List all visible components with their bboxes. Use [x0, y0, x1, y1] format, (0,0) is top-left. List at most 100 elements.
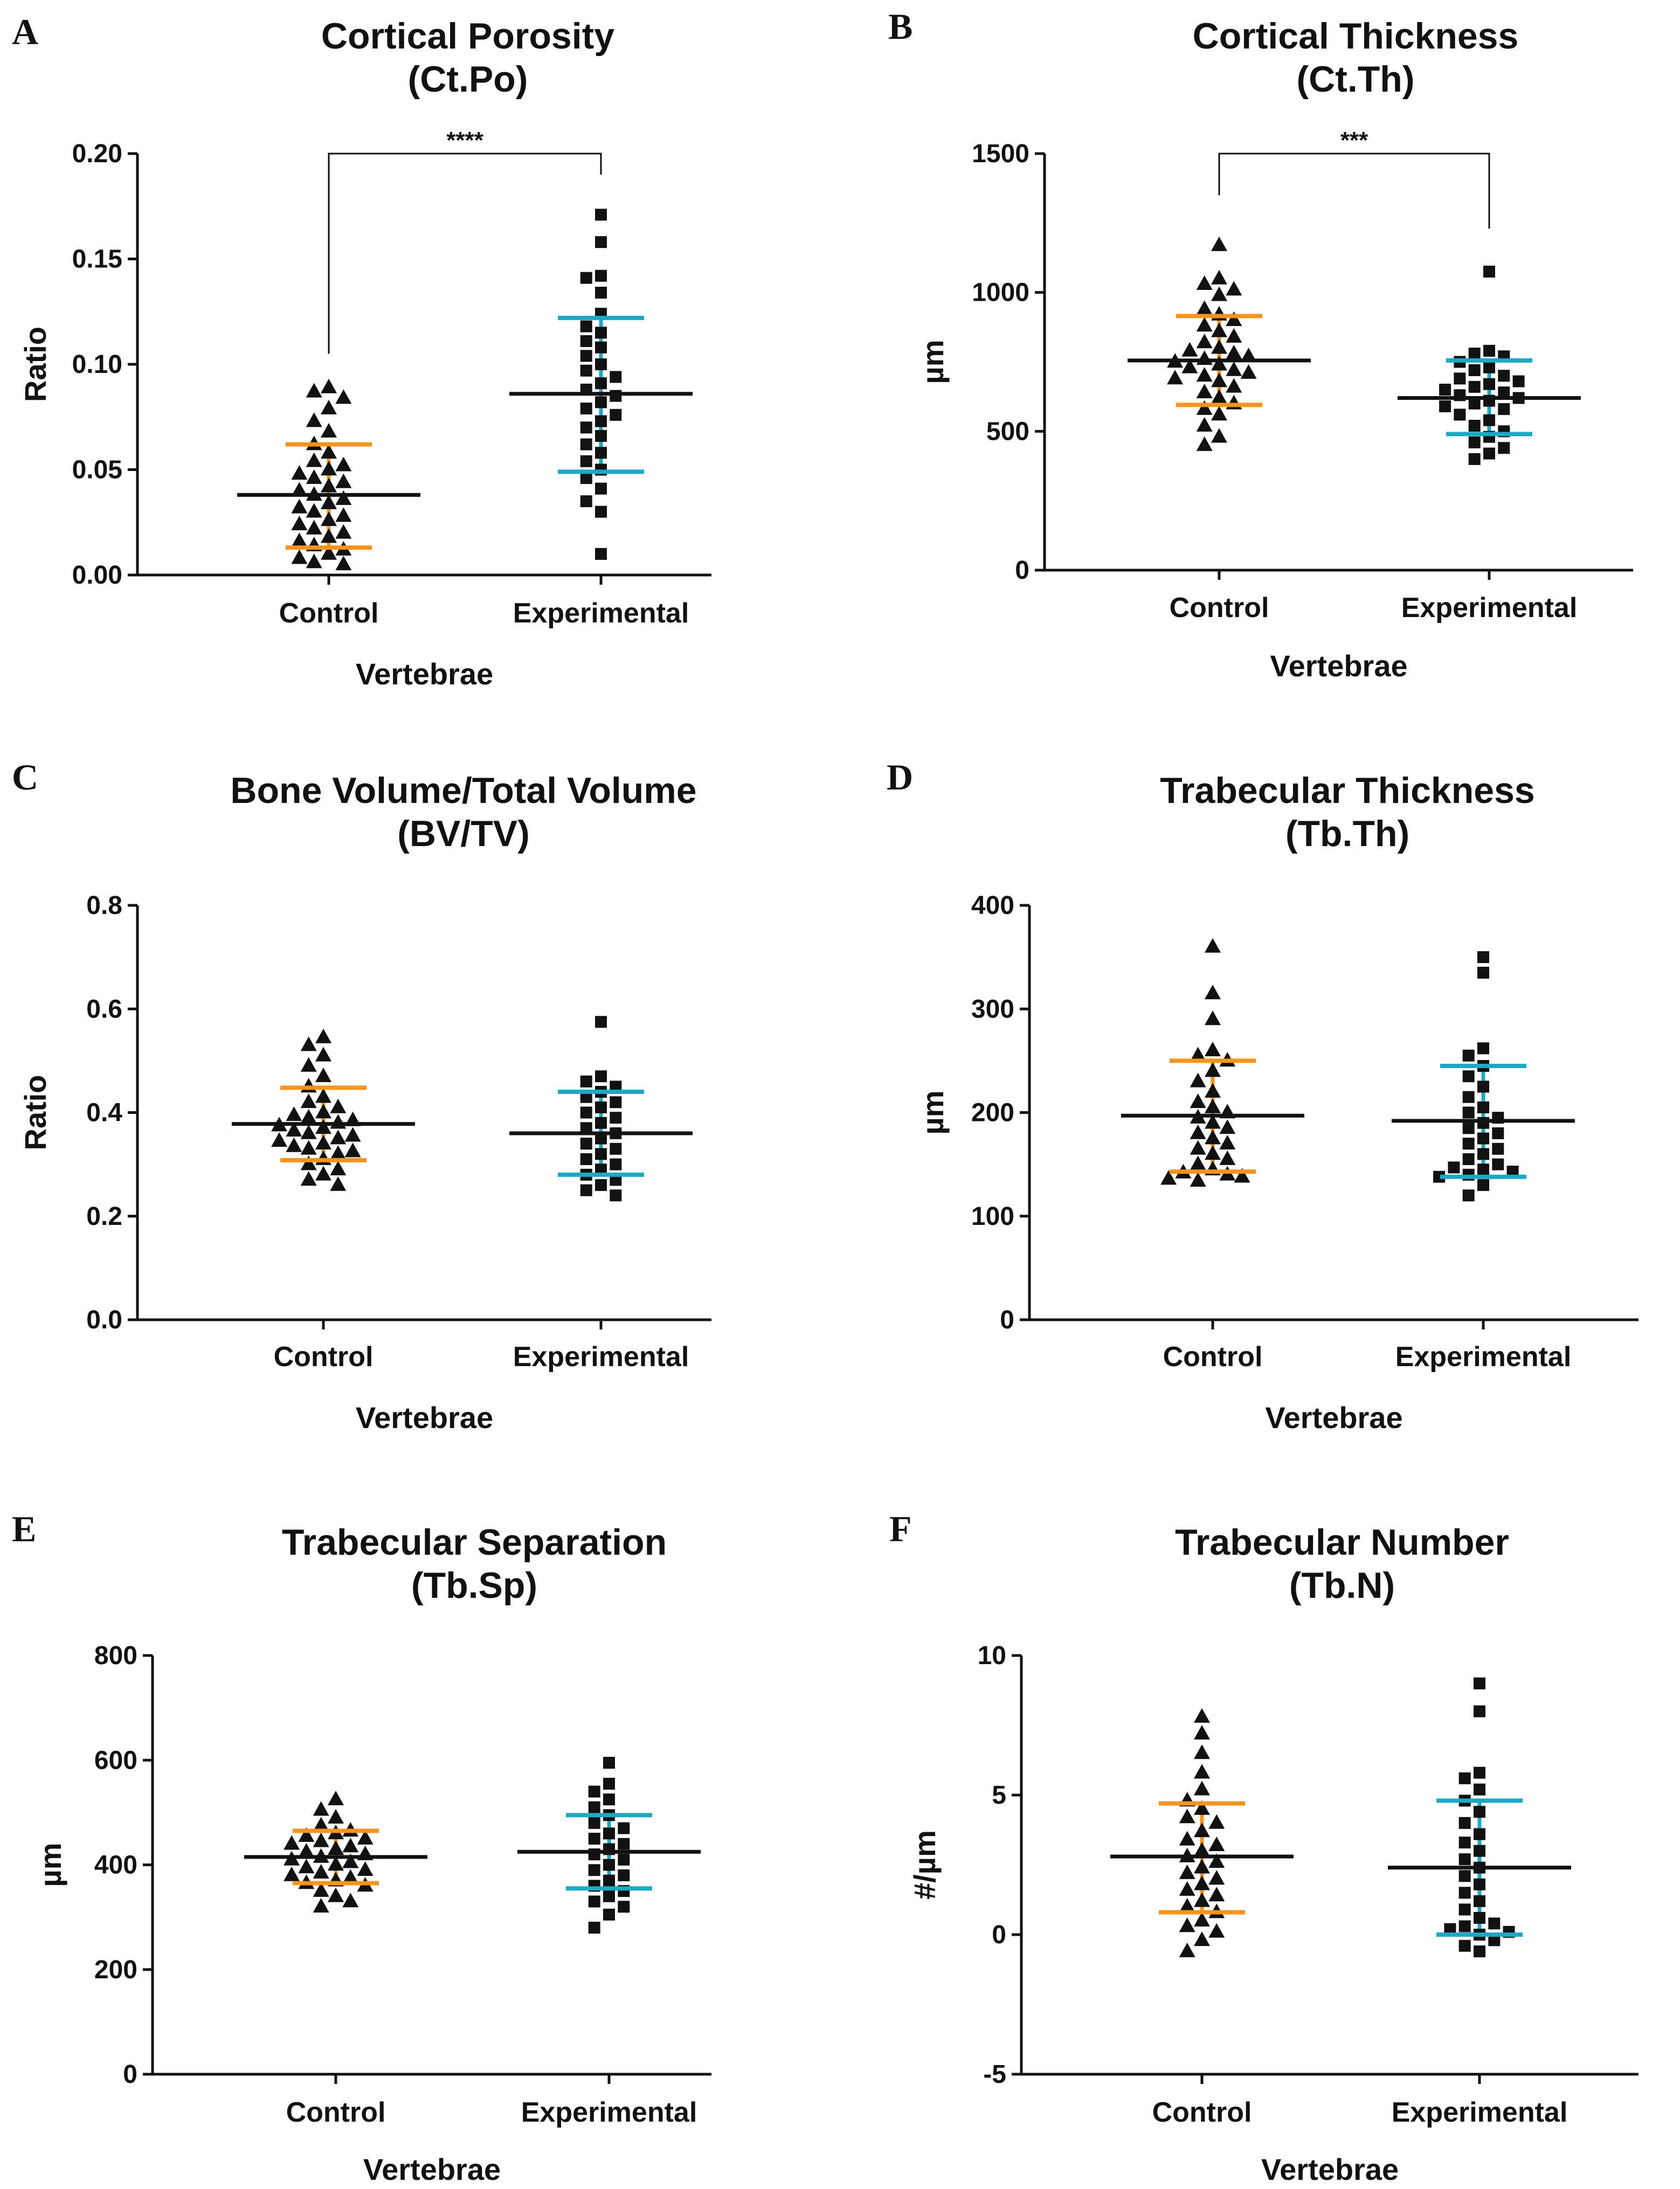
- data-point: [603, 1908, 615, 1921]
- x-tick-label: Control: [274, 1341, 374, 1373]
- data-point: [300, 1171, 317, 1186]
- data-point: [595, 505, 607, 518]
- x-tick-label: Control: [286, 2097, 386, 2128]
- data-point: [315, 1068, 331, 1083]
- data-point: [315, 1047, 331, 1062]
- data-point: [1194, 1892, 1210, 1907]
- data-point: [1179, 1831, 1195, 1846]
- data-point: [1205, 1041, 1221, 1056]
- data-point: [1458, 1853, 1471, 1866]
- data-point: [1483, 414, 1495, 426]
- data-point: [603, 1757, 615, 1769]
- data-point: [1492, 1127, 1504, 1139]
- x-axis-label: Vertebrae: [1261, 2152, 1399, 2186]
- data-point: [1474, 1783, 1485, 1796]
- data-point: [1205, 1083, 1221, 1098]
- data-point: [618, 1822, 630, 1834]
- data-point: [610, 371, 622, 383]
- data-point: [1454, 372, 1466, 385]
- y-tick-label: -5: [983, 2060, 1006, 2089]
- data-point: [1474, 1828, 1485, 1840]
- data-point: [1477, 1042, 1489, 1055]
- data-point: [595, 447, 607, 459]
- data-point: [335, 490, 352, 505]
- data-point: [588, 1817, 600, 1829]
- y-tick-label: 0.6: [86, 995, 122, 1023]
- data-point: [595, 341, 607, 354]
- series-control: [1128, 236, 1311, 451]
- data-point: [342, 1869, 359, 1884]
- x-axis-label: Vertebrae: [1265, 1401, 1402, 1435]
- data-point: [595, 1132, 607, 1145]
- data-point: [306, 519, 322, 535]
- data-point: [1190, 1047, 1206, 1062]
- data-point: [321, 378, 337, 393]
- data-point: [588, 1864, 600, 1876]
- data-point: [1458, 1903, 1471, 1916]
- data-point: [1468, 364, 1481, 376]
- data-point: [321, 422, 337, 438]
- data-point: [1226, 344, 1242, 359]
- data-point: [1477, 1163, 1489, 1176]
- data-point: [321, 528, 337, 543]
- y-tick-label: 0.00: [72, 561, 122, 590]
- data-point: [1462, 1070, 1475, 1083]
- y-tick-label: 0: [1015, 556, 1029, 585]
- data-point: [313, 1882, 329, 1897]
- y-tick-label: 0.8: [86, 891, 122, 920]
- data-point: [315, 1150, 331, 1165]
- data-point: [300, 1109, 317, 1124]
- chart-subtitle: (Tb.Sp): [411, 1565, 537, 1606]
- x-tick-label: Control: [1170, 592, 1269, 624]
- data-point: [306, 469, 322, 484]
- data-point: [321, 461, 337, 476]
- data-point: [1194, 1781, 1210, 1796]
- data-point: [1240, 364, 1257, 379]
- data-point: [1208, 1814, 1225, 1829]
- data-point: [328, 1809, 344, 1824]
- data-point: [595, 209, 607, 221]
- data-point: [1208, 1837, 1225, 1852]
- data-point: [315, 1119, 331, 1134]
- data-point: [321, 511, 337, 527]
- panel-d: D Trabecular Thickness(Tb.Th) 0 100 200 300 40…: [887, 757, 1638, 1435]
- data-point: [580, 335, 592, 347]
- data-point: [1474, 1845, 1485, 1857]
- data-point: [1458, 1887, 1471, 1899]
- data-point: [1208, 1923, 1225, 1938]
- y-tick-label: 100: [971, 1202, 1014, 1231]
- data-point: [1468, 380, 1481, 393]
- data-point: [1211, 356, 1227, 371]
- data-point: [291, 532, 308, 548]
- data-point: [1211, 389, 1227, 404]
- data-point: [1211, 406, 1227, 421]
- series-experimental: [517, 1757, 701, 1934]
- data-point: [335, 556, 352, 571]
- data-point: [610, 1096, 622, 1109]
- data-point: [1462, 1106, 1475, 1119]
- data-point: [1160, 1170, 1177, 1185]
- data-point: [1219, 1134, 1236, 1149]
- data-point: [1196, 334, 1213, 349]
- data-point: [330, 1161, 347, 1176]
- data-point: [580, 1122, 592, 1134]
- data-point: [1477, 1117, 1489, 1129]
- data-point: [1477, 1132, 1489, 1145]
- data-point: [1194, 1875, 1210, 1890]
- data-point: [1498, 386, 1510, 399]
- data-point: [595, 236, 607, 248]
- data-point: [1462, 1189, 1475, 1202]
- data-point: [1468, 348, 1481, 360]
- data-point: [1211, 286, 1227, 301]
- x-tick-label: Control: [1163, 1341, 1263, 1373]
- data-point: [1196, 417, 1213, 432]
- data-point: [1477, 1179, 1489, 1192]
- chart-subtitle: (Ct.Po): [408, 59, 528, 100]
- data-point: [300, 1140, 317, 1155]
- data-point: [618, 1838, 630, 1850]
- data-point: [603, 1777, 615, 1790]
- data-point: [1179, 1917, 1195, 1932]
- y-tick-label: 400: [94, 1851, 137, 1880]
- y-tick-label: 0.20: [72, 140, 122, 168]
- data-point: [315, 1088, 331, 1103]
